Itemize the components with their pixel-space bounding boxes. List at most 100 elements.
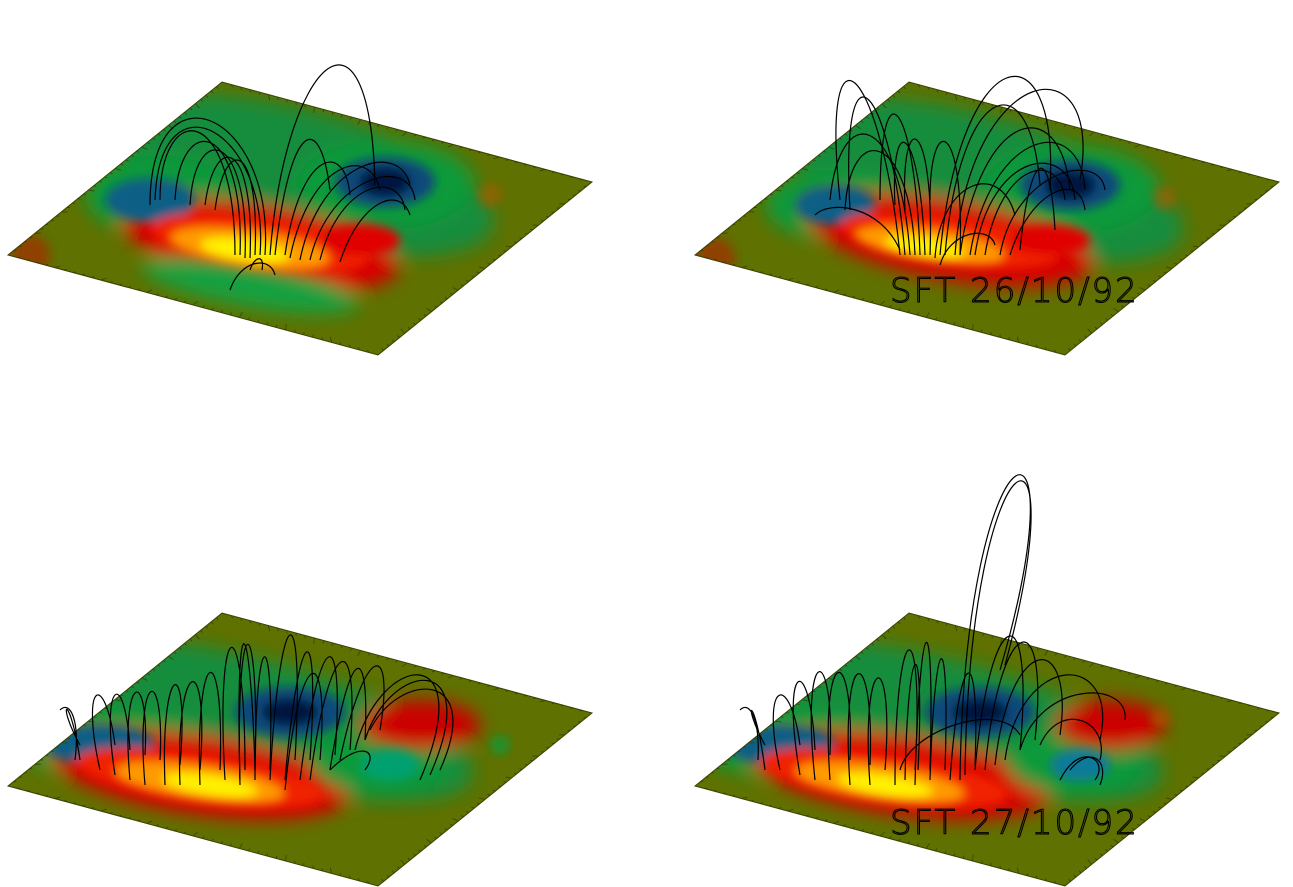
plane-tick (238, 843, 243, 849)
plane-outline (693, 612, 1281, 887)
plane-tick (400, 328, 406, 334)
plane-tick (787, 808, 794, 812)
plane-tick (1089, 662, 1095, 668)
plane-tick (194, 103, 200, 109)
plane-tick (833, 289, 840, 293)
plane-outline (693, 81, 1281, 356)
plane-tick (192, 300, 198, 306)
plane-tick (1113, 838, 1119, 844)
plane-tick (925, 312, 930, 318)
plane-tick (402, 131, 408, 137)
plane-tick (479, 797, 486, 800)
plane-tick (447, 675, 454, 679)
plane-tick (192, 831, 198, 837)
panel-date-label: SFT 26/10/92 (890, 271, 1139, 311)
plane-tick (1139, 818, 1146, 822)
plane-tick (1192, 245, 1199, 248)
plane-tick (881, 103, 887, 109)
plane-tick (285, 323, 287, 331)
plane-tick (357, 650, 362, 656)
field-lines (739, 474, 1126, 786)
panel-top-left (6, 64, 594, 356)
plane-tick (1087, 328, 1093, 334)
plane-tick (1016, 336, 1020, 343)
field-lines (149, 64, 416, 291)
plane-tick (1134, 675, 1141, 679)
plane-tick (426, 307, 432, 313)
plane-tick (775, 189, 782, 192)
plane-tick (141, 677, 148, 681)
plane-tick (1113, 307, 1119, 313)
plane-tick (313, 637, 315, 645)
plane-outline (6, 612, 594, 887)
plane-tick (100, 808, 107, 812)
plane-tick (452, 818, 459, 822)
plane-tick (1192, 776, 1199, 779)
plane-tick (1134, 144, 1141, 148)
plane-tick (329, 867, 333, 874)
plane-tick (879, 831, 885, 837)
plane-outline (6, 81, 594, 356)
plane-tick (357, 119, 362, 125)
plane-tick (1000, 106, 1002, 114)
panel-top-right: SFT 26/10/92 (693, 75, 1281, 356)
plane-tick (855, 655, 861, 661)
plane-tick (285, 854, 287, 862)
plane-tick (972, 323, 974, 331)
plane-tick (88, 189, 95, 192)
plane-tick (505, 245, 512, 248)
plane-tick (972, 854, 974, 862)
plane-tick (855, 124, 861, 130)
plane-tick (1089, 131, 1095, 137)
plane-ticks (6, 612, 594, 887)
plane-ticks (693, 612, 1281, 887)
plane-tick (114, 168, 121, 171)
plane-tick (775, 720, 782, 723)
plane-tick (954, 625, 958, 632)
plane-tick (146, 289, 153, 293)
plane-tick (402, 662, 408, 668)
plane-tick (787, 277, 794, 281)
plane-tick (452, 287, 459, 291)
plane-tick (141, 146, 148, 150)
panel-date-label: SFT 27/10/92 (890, 803, 1139, 843)
plane-tick (879, 300, 885, 306)
plane-tick (114, 699, 121, 702)
plane-tick (238, 312, 243, 318)
plane-tick (100, 277, 107, 281)
plane-tick (828, 146, 835, 150)
plane-tick (1087, 859, 1093, 865)
field-lines (814, 75, 1106, 266)
plane-tick (1180, 687, 1187, 691)
plane-tick (168, 655, 174, 661)
plane-tick (493, 687, 500, 691)
plane-tick (493, 156, 500, 160)
plane-tick (801, 699, 808, 702)
plane-tick (329, 336, 333, 343)
plane-tick (801, 168, 808, 171)
plane-tick (400, 859, 406, 865)
plane-tick (194, 634, 200, 640)
plane-tick (447, 144, 454, 148)
plane-tick (1016, 867, 1020, 874)
plane-tick (833, 820, 840, 824)
field-contours (20, 638, 510, 820)
plane-tick (1166, 266, 1173, 269)
field-lines (59, 634, 454, 791)
plane-tick (1044, 650, 1049, 656)
plane-tick (426, 838, 432, 844)
plane-tick (146, 820, 153, 824)
plane-tick (479, 266, 486, 269)
plane-tick (313, 106, 315, 114)
plane-tick (267, 625, 271, 632)
plane-tick (505, 776, 512, 779)
plane-tick (267, 94, 271, 101)
plane-tick (1166, 797, 1173, 800)
plane-ticks (6, 81, 594, 356)
plane-tick (925, 843, 930, 849)
panel-bottom-left (6, 612, 594, 887)
panel-bottom-right: SFT 27/10/92 (693, 474, 1281, 887)
plane-tick (1180, 156, 1187, 160)
plane-tick (1139, 287, 1146, 291)
plane-tick (1000, 637, 1002, 645)
